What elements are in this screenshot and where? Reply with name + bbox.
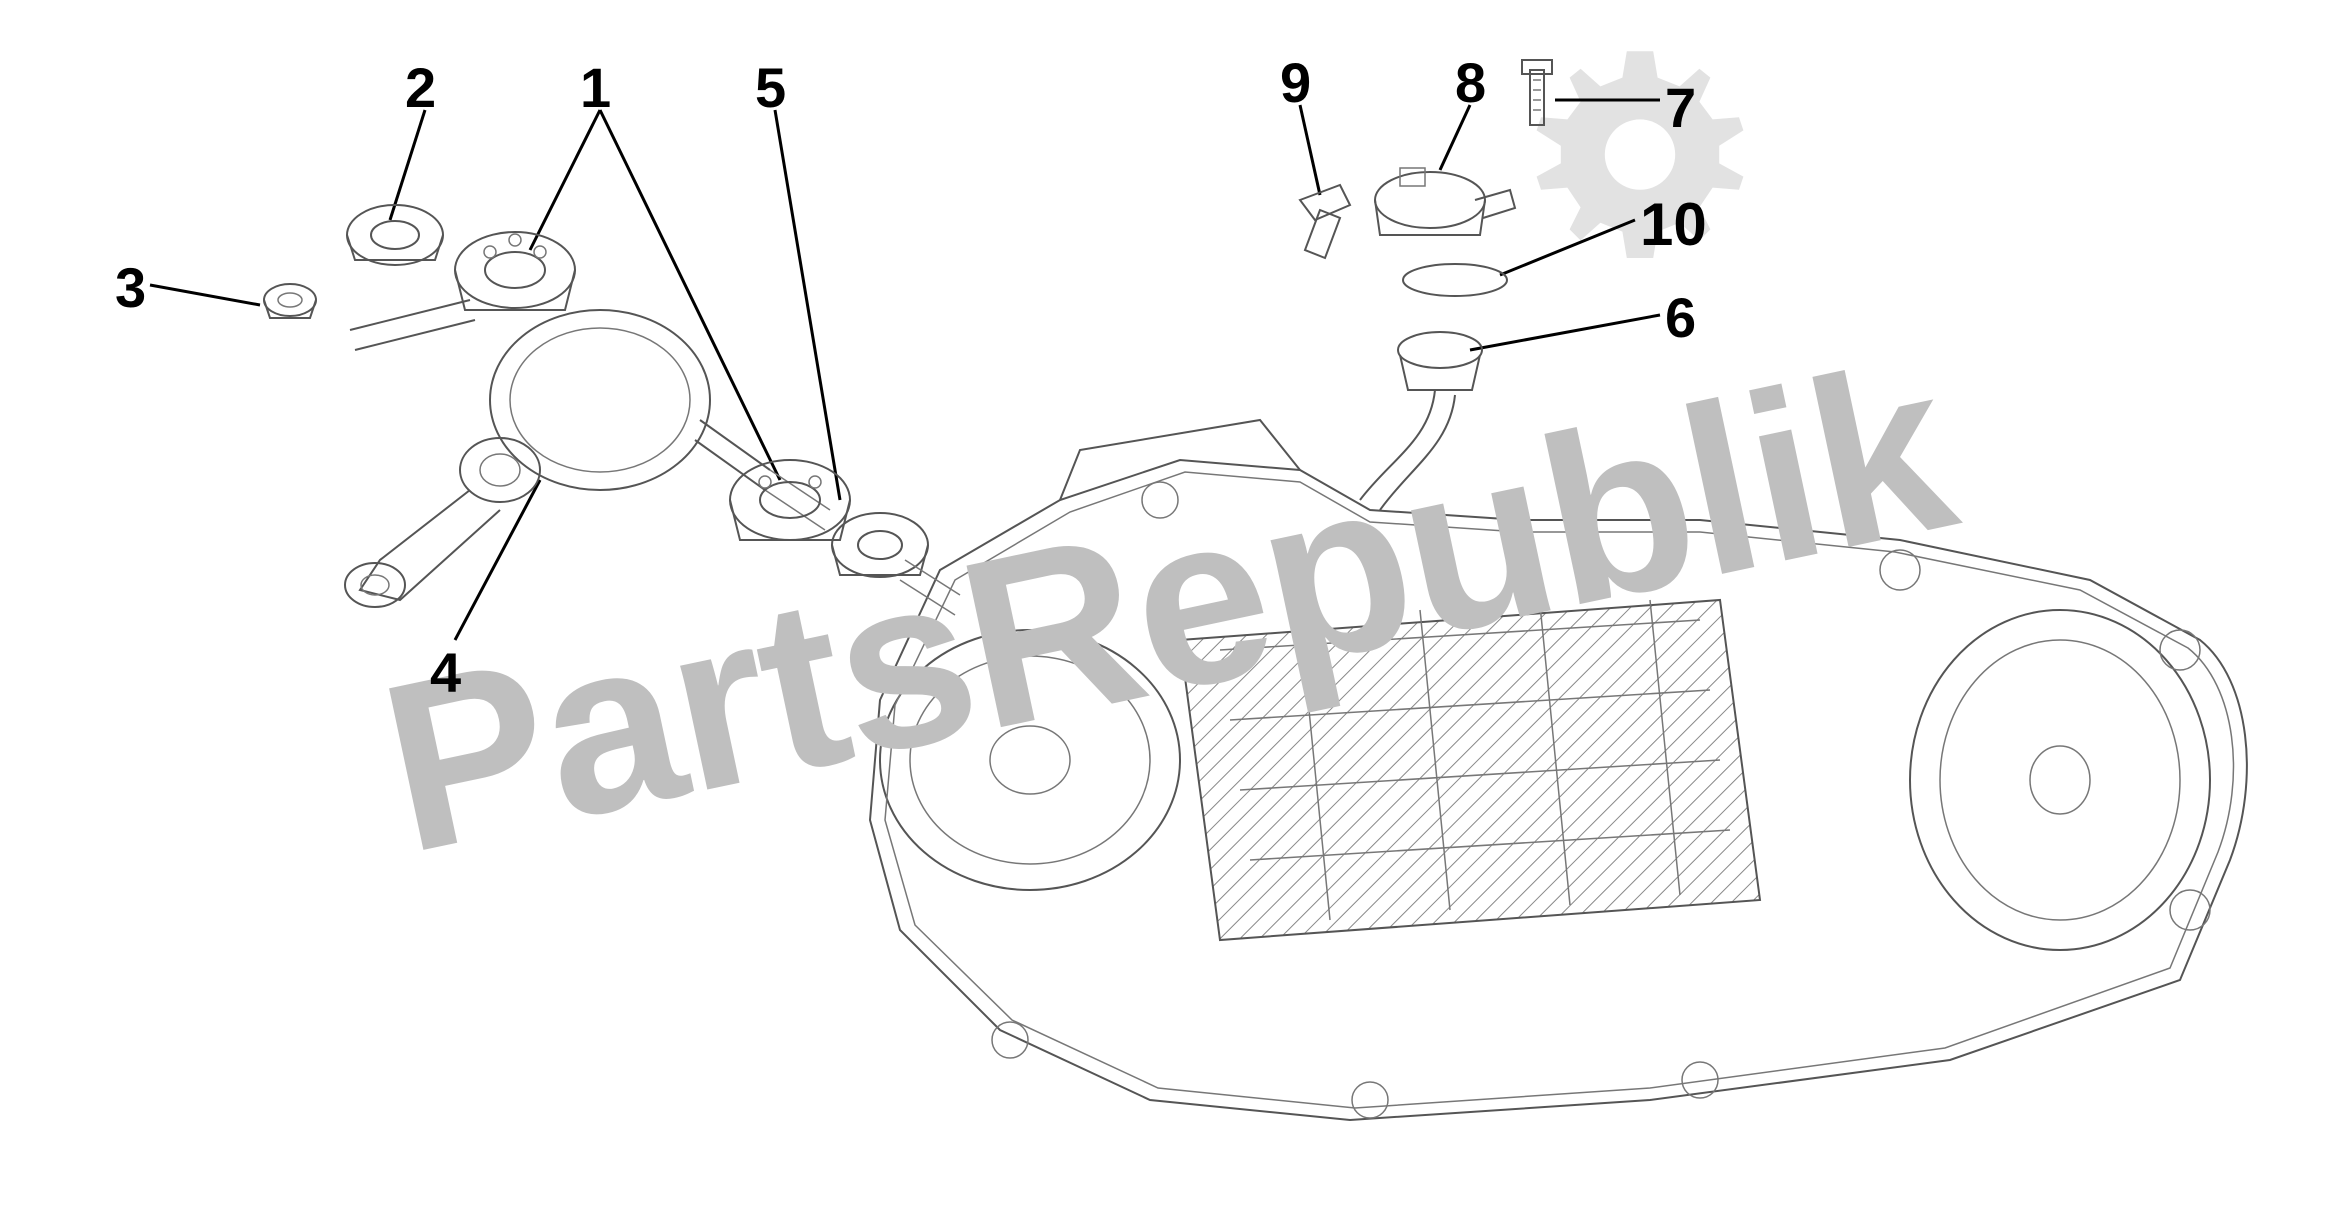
callout-10: 10 [1640,190,1707,259]
part-3 [264,284,316,318]
callout-7: 7 [1665,75,1696,140]
exploded-view-svg [0,0,2333,1213]
diagram-canvas: PartsRepublik 1 2 3 4 5 6 7 8 9 10 [0,0,2333,1213]
part-1-bearing-b [730,460,850,540]
callout-5: 5 [755,55,786,120]
part-7 [1522,60,1552,125]
callout-8: 8 [1455,50,1486,115]
callout-2: 2 [405,55,436,120]
crankcase [870,420,2247,1120]
part-6 [1360,332,1482,510]
part-2 [347,205,443,265]
part-1-bearing-a [455,232,575,310]
part-9 [1300,185,1350,258]
leader-lines [150,100,1660,640]
callout-6: 6 [1665,285,1696,350]
part-8 [1375,168,1515,235]
callout-9: 9 [1280,50,1311,115]
part-10 [1403,264,1507,296]
callout-3: 3 [115,255,146,320]
callout-4: 4 [430,640,461,705]
part-5 [832,513,928,577]
part-4-crankshaft [345,300,830,607]
callout-1: 1 [580,55,611,120]
